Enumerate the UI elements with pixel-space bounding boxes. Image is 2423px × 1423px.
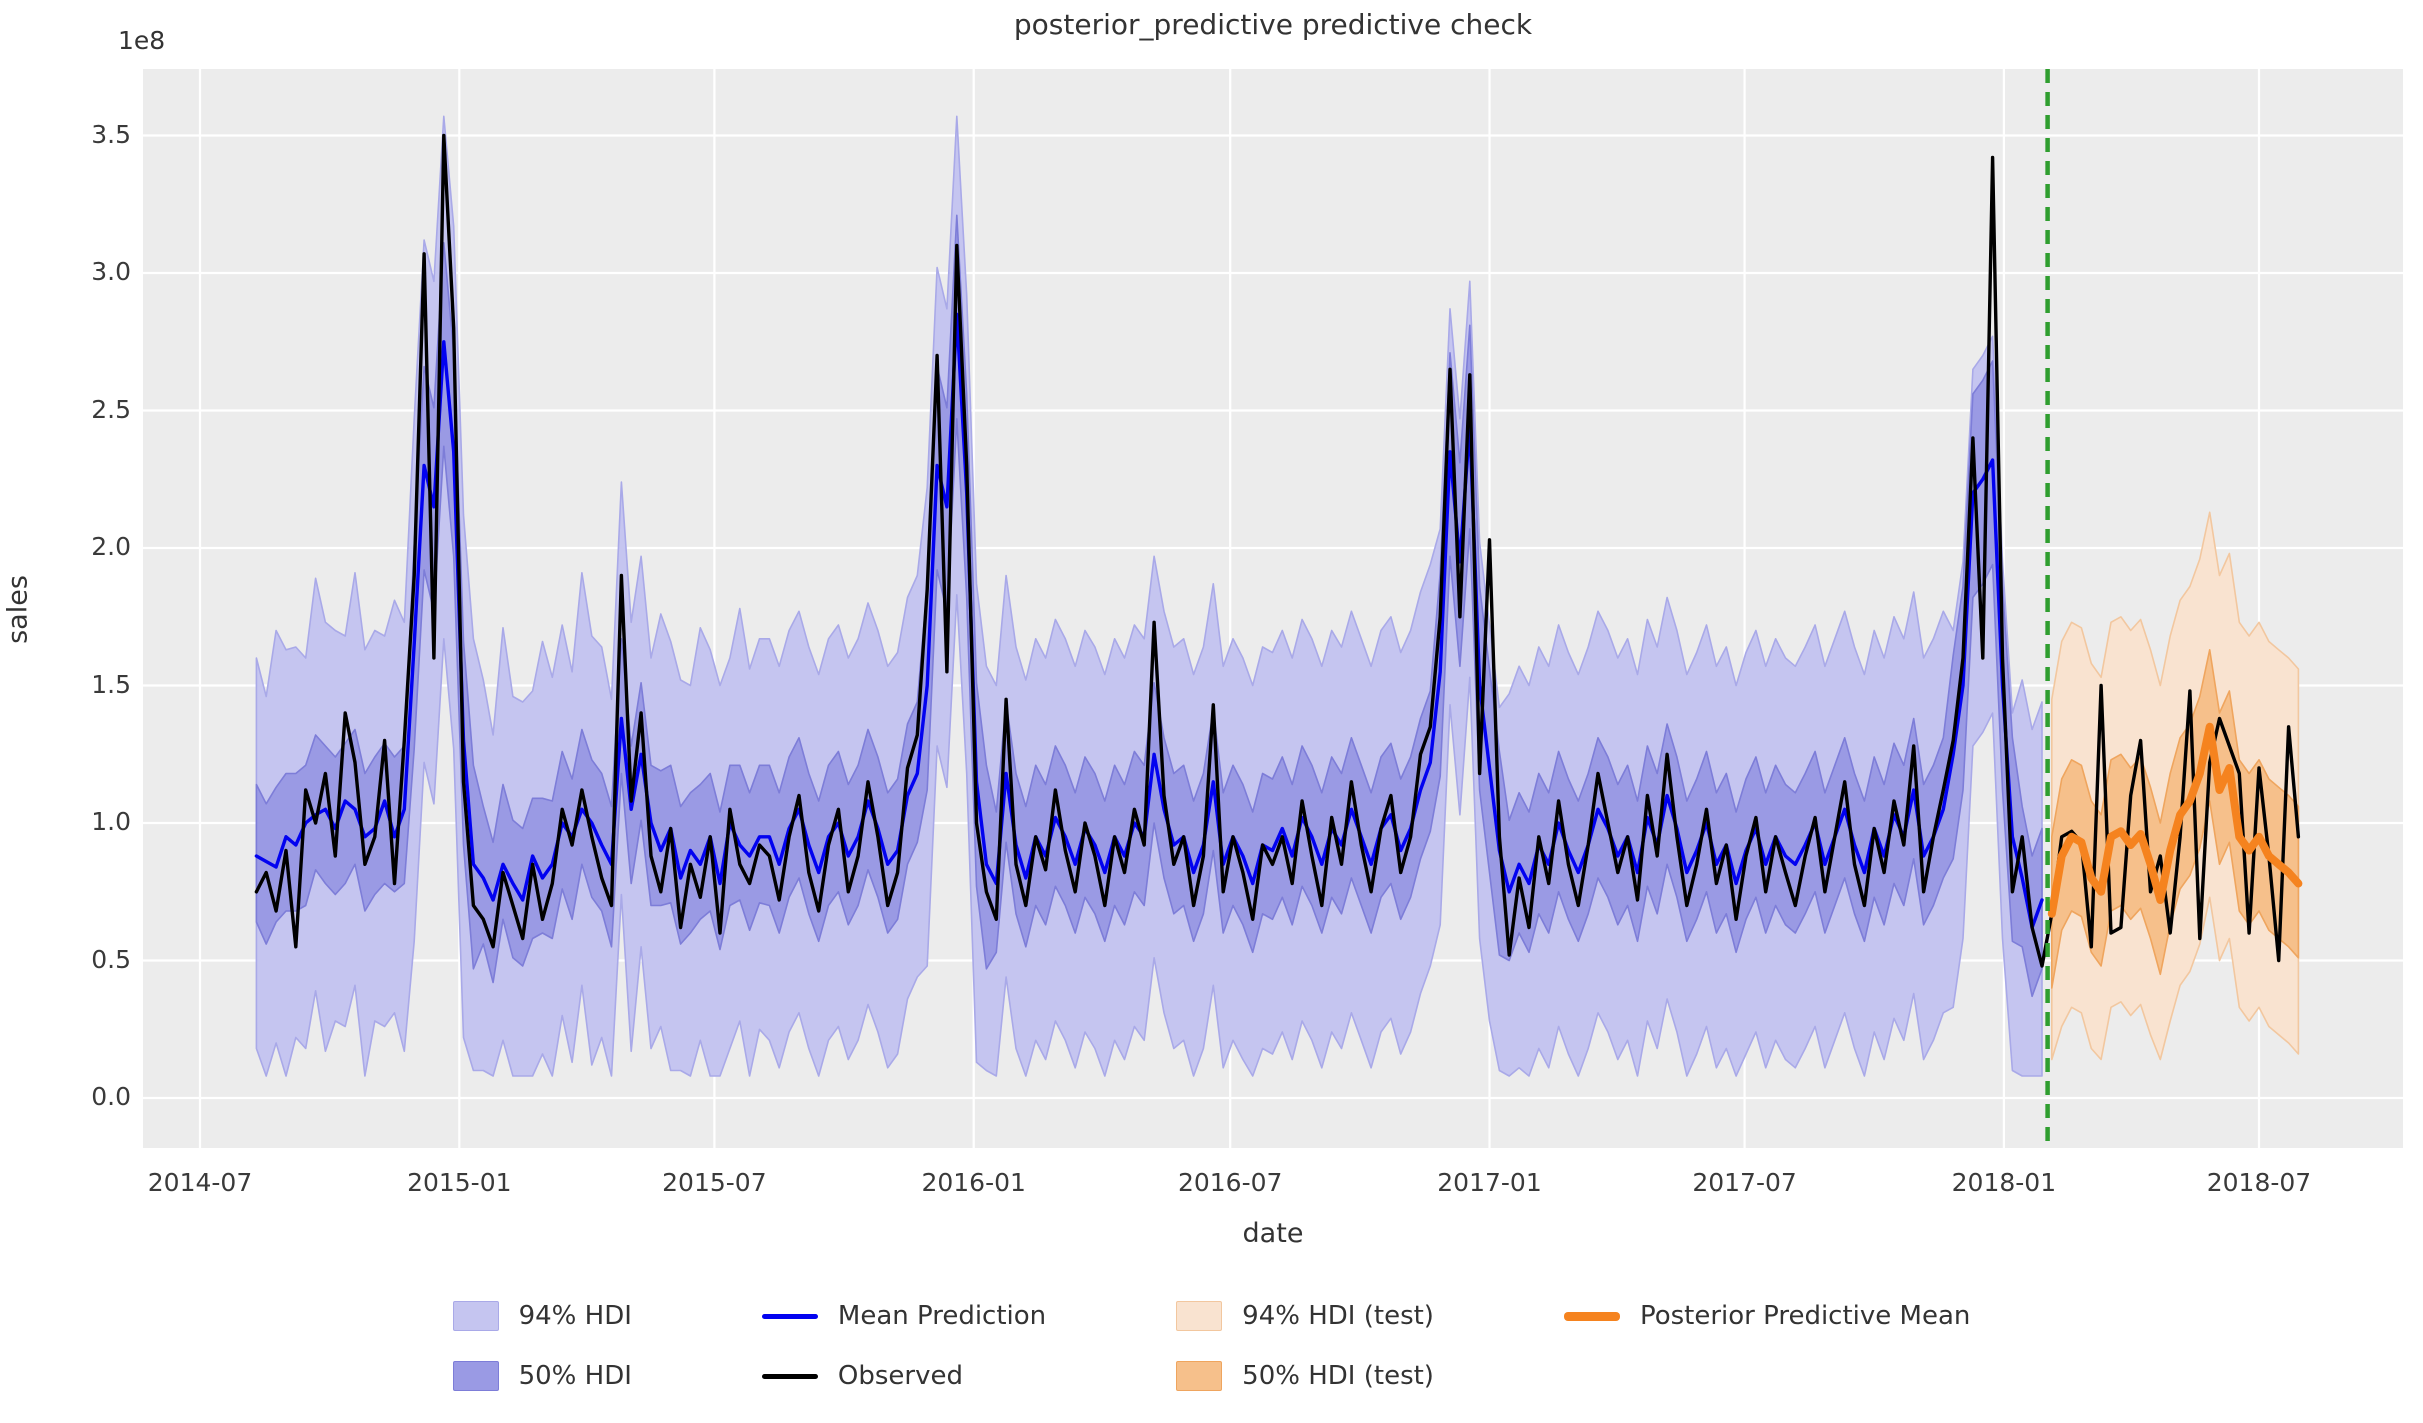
legend-label: Posterior Predictive Mean [1639,1301,1971,1331]
posterior-predictive-mean-line [2047,722,2303,918]
legend-label: Mean Prediction [837,1301,1047,1331]
x-tick-label: 2018-07 [2206,1168,2312,1197]
legend-line-swatch [1563,1311,1620,1321]
y-tick-label: 1.0 [91,807,131,836]
legend-item: Posterior Predictive Mean [1563,1294,1971,1338]
legend-patch-swatch [1176,1361,1223,1391]
legend-patch-swatch [1176,1301,1223,1331]
legend-column: 94% HDI 50% HDI [452,1294,632,1398]
legend-column: 94% HDI (test) 50% HDI (test) [1176,1294,1434,1398]
y-tick-label: 3.5 [91,119,131,149]
observed-line [254,133,2301,968]
x-tick-label: 2016-07 [1177,1168,1283,1197]
y-axis-offset-text: 1e8 [118,26,166,55]
legend-patch-swatch [452,1301,499,1331]
y-tick-label: 0.0 [91,1082,131,1111]
legend-item: 50% HDI [452,1354,632,1398]
y-tick-label: 0.5 [91,944,131,974]
legend-label: 94% HDI [518,1301,632,1331]
x-tick-label: 2014-07 [147,1168,253,1197]
legend-column: Mean Prediction Observed [761,1294,1047,1398]
legend-label: Observed [837,1361,963,1391]
legend-line-swatch [761,1313,818,1319]
legend-label: 50% HDI [518,1361,632,1391]
x-tick-label: 2018-01 [1951,1168,2057,1197]
legend-patch-swatch [452,1361,499,1391]
y-tick-label: 2.5 [91,394,131,424]
legend-item: Observed [761,1354,1046,1398]
legend-line-swatch [761,1373,818,1379]
x-tick-label: 2015-07 [662,1168,767,1197]
x-tick-label: 2017-07 [1692,1168,1797,1197]
y-tick-label: 1.5 [91,669,131,699]
x-tick-label: 2016-01 [921,1168,1026,1197]
legend-item: Mean Prediction [761,1294,1047,1338]
x-tick-label: 2015-01 [407,1168,512,1197]
legend-item: 94% HDI (test) [1176,1294,1434,1338]
x-axis-label: date [1242,1218,1304,1249]
legend-column: Posterior Predictive Mean [1563,1294,1971,1338]
legend-label: 50% HDI (test) [1242,1361,1434,1391]
x-tick-label: 2017-01 [1437,1168,1542,1197]
chart-title: posterior_predictive predictive check [1013,8,1533,41]
y-tick-label: 3.0 [91,257,131,286]
y-axis-label: sales [2,575,34,644]
y-tick-label: 2.0 [91,532,131,561]
legend-item: 94% HDI [452,1294,632,1338]
legend-item: 50% HDI (test) [1176,1354,1434,1398]
legend-label: 94% HDI (test) [1242,1301,1434,1331]
legend: 94% HDI 50% HDI Mean Prediction Observed 94%… [0,1294,2423,1398]
